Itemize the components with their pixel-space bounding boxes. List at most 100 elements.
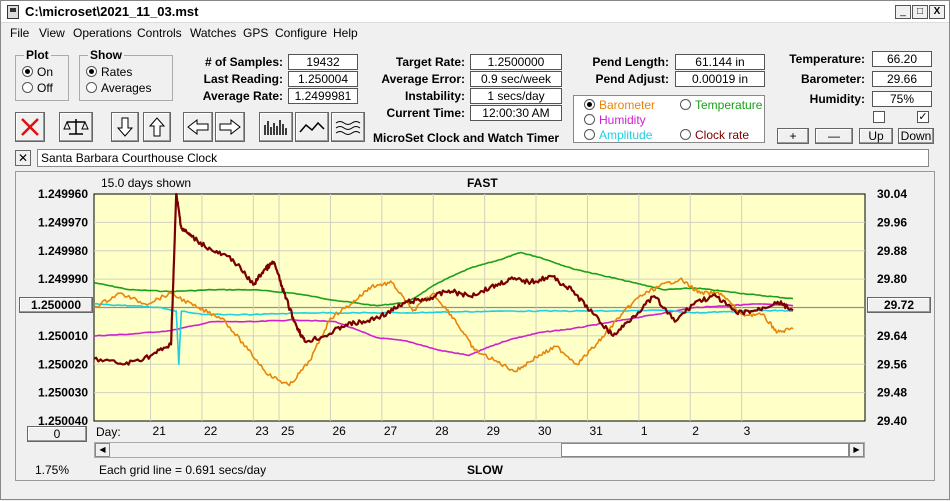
series-amplitude-radio[interactable]: Amplitude bbox=[584, 128, 652, 142]
plot-off-radio[interactable]: Off bbox=[22, 81, 53, 95]
right-tick-label: 29.64 bbox=[877, 329, 907, 343]
clear-name-button[interactable]: ✕ bbox=[15, 150, 31, 166]
menu-configure[interactable]: Configure bbox=[275, 26, 328, 40]
right-tick-label: 29.56 bbox=[877, 357, 907, 371]
average-error-label: Average Error: bbox=[381, 72, 465, 86]
day-tick-label: 28 bbox=[435, 424, 449, 438]
day-tick-label: 21 bbox=[153, 424, 167, 438]
option-checkbox-2[interactable]: ✓ bbox=[917, 111, 929, 123]
left-tick-label: 1.249960 bbox=[38, 187, 88, 201]
option-checkbox-1[interactable] bbox=[873, 111, 885, 123]
right-tick-label: 29.40 bbox=[877, 414, 907, 428]
samples-value: 19432 bbox=[288, 54, 358, 70]
menu-operations[interactable]: Operations bbox=[73, 26, 132, 40]
arrow-up-icon bbox=[149, 117, 165, 137]
menu-view[interactable]: View bbox=[39, 26, 65, 40]
right-tick-label: 30.04 bbox=[877, 187, 907, 201]
minimize-button[interactable]: _ bbox=[895, 5, 911, 19]
last-reading-label: Last Reading: bbox=[203, 72, 283, 86]
day-tick-label: 31 bbox=[589, 424, 603, 438]
left-tick-label: 1.250030 bbox=[38, 386, 88, 400]
radio-icon bbox=[584, 114, 595, 125]
menu-watches[interactable]: Watches bbox=[190, 26, 237, 40]
show-averages-radio[interactable]: Averages bbox=[86, 81, 151, 95]
left-axis-value-button[interactable]: 1.250000 bbox=[19, 297, 93, 313]
series-humidity-label: Humidity bbox=[599, 113, 646, 127]
radio-icon bbox=[680, 99, 691, 110]
up-arrow-button[interactable] bbox=[143, 112, 171, 142]
scroll-thumb[interactable] bbox=[561, 443, 849, 457]
time-scrollbar[interactable]: ◀ ▶ bbox=[94, 442, 865, 458]
right-arrow-button[interactable] bbox=[215, 112, 245, 142]
maximize-button[interactable]: □ bbox=[912, 5, 928, 19]
clock-name-field[interactable]: Santa Barbara Courthouse Clock bbox=[37, 149, 929, 167]
humidity-value: 75% bbox=[872, 91, 932, 107]
day-tick-label: 25 bbox=[281, 424, 295, 438]
red-x-icon bbox=[21, 118, 39, 136]
right-tick-label: 29.96 bbox=[877, 215, 907, 229]
left-tick-label: 1.249980 bbox=[38, 244, 88, 258]
minus-button[interactable]: — bbox=[815, 128, 853, 144]
instability-label: Instability: bbox=[404, 89, 465, 103]
pend-length-value[interactable]: 61.144 in bbox=[675, 54, 765, 70]
offset-button[interactable]: 0 bbox=[27, 426, 87, 442]
down-arrow-button[interactable] bbox=[111, 112, 139, 142]
clear-button[interactable] bbox=[15, 112, 45, 142]
day-tick-label: 26 bbox=[332, 424, 346, 438]
menu-help[interactable]: Help bbox=[333, 26, 358, 40]
current-time-value: 12:00:30 AM bbox=[470, 105, 562, 121]
left-tick-label: 1.250020 bbox=[38, 357, 88, 371]
pend-adjust-value: 0.00019 in bbox=[675, 71, 765, 87]
wave-chart-button[interactable] bbox=[331, 112, 365, 142]
left-arrow-button[interactable] bbox=[183, 112, 213, 142]
menu-file[interactable]: File bbox=[10, 26, 30, 40]
left-tick-label: 1.249970 bbox=[38, 215, 88, 229]
plot-on-radio[interactable]: On bbox=[22, 65, 53, 79]
bar-graph-icon bbox=[264, 120, 287, 135]
line-graph-icon bbox=[299, 121, 325, 133]
menu-gps[interactable]: GPS bbox=[243, 26, 269, 40]
barometer-label: Barometer: bbox=[800, 72, 865, 86]
right-axis-value-button[interactable]: 29.72 bbox=[867, 297, 931, 313]
up-button[interactable]: Up bbox=[859, 128, 893, 144]
show-rates-radio[interactable]: Rates bbox=[86, 65, 132, 79]
average-error-value: 0.9 sec/week bbox=[470, 71, 562, 87]
app-icon bbox=[7, 5, 19, 19]
percent-label: 1.75% bbox=[35, 463, 70, 477]
pend-adjust-label: Pend Adjust: bbox=[595, 72, 669, 86]
plus-button[interactable]: + bbox=[777, 128, 809, 144]
radio-icon bbox=[680, 129, 691, 140]
plot-on-label: On bbox=[37, 65, 54, 79]
series-humidity-radio[interactable]: Humidity bbox=[584, 113, 646, 127]
radio-icon bbox=[86, 82, 97, 93]
scroll-left-arrow-icon[interactable]: ◀ bbox=[95, 443, 110, 457]
left-tick-label: 1.250040 bbox=[38, 414, 88, 428]
day-tick-label: 30 bbox=[538, 424, 552, 438]
day-axis-ticks: 21 22 23 25 26 27 28 29 30 31 1 2 3 bbox=[153, 424, 751, 438]
arrow-down-icon bbox=[117, 117, 133, 137]
radio-icon bbox=[22, 82, 33, 93]
wave-graph-icon bbox=[335, 121, 361, 135]
bar-chart-button[interactable] bbox=[259, 112, 293, 142]
series-temperature-radio[interactable]: Temperature bbox=[680, 98, 762, 112]
right-axis-ticks: 30.04 29.96 29.88 29.80 29.64 29.56 29.48 29.40 bbox=[877, 187, 907, 428]
scroll-right-arrow-icon[interactable]: ▶ bbox=[849, 443, 864, 457]
series-barometer-radio[interactable]: Barometer bbox=[584, 98, 655, 112]
balance-button[interactable] bbox=[59, 112, 93, 142]
right-tick-label: 29.80 bbox=[877, 272, 907, 286]
left-tick-label: 1.250010 bbox=[38, 329, 88, 343]
arrow-right-icon bbox=[219, 119, 241, 135]
series-clock-rate-radio[interactable]: Clock rate bbox=[680, 128, 749, 142]
down-button[interactable]: Down bbox=[898, 128, 934, 144]
close-button[interactable]: X bbox=[929, 5, 945, 19]
temperature-value: 66.20 bbox=[872, 51, 932, 67]
line-chart-button[interactable] bbox=[295, 112, 329, 142]
plot-group: Plot On Off bbox=[15, 48, 69, 101]
series-line-clock-rate bbox=[93, 192, 794, 366]
target-rate-value[interactable]: 1.2500000 bbox=[470, 54, 562, 70]
temperature-label: Temperature: bbox=[789, 52, 865, 66]
series-line-humidity bbox=[93, 303, 794, 357]
menu-controls[interactable]: Controls bbox=[137, 26, 182, 40]
series-select-box: Barometer Temperature Humidity Amplitude… bbox=[573, 95, 765, 143]
